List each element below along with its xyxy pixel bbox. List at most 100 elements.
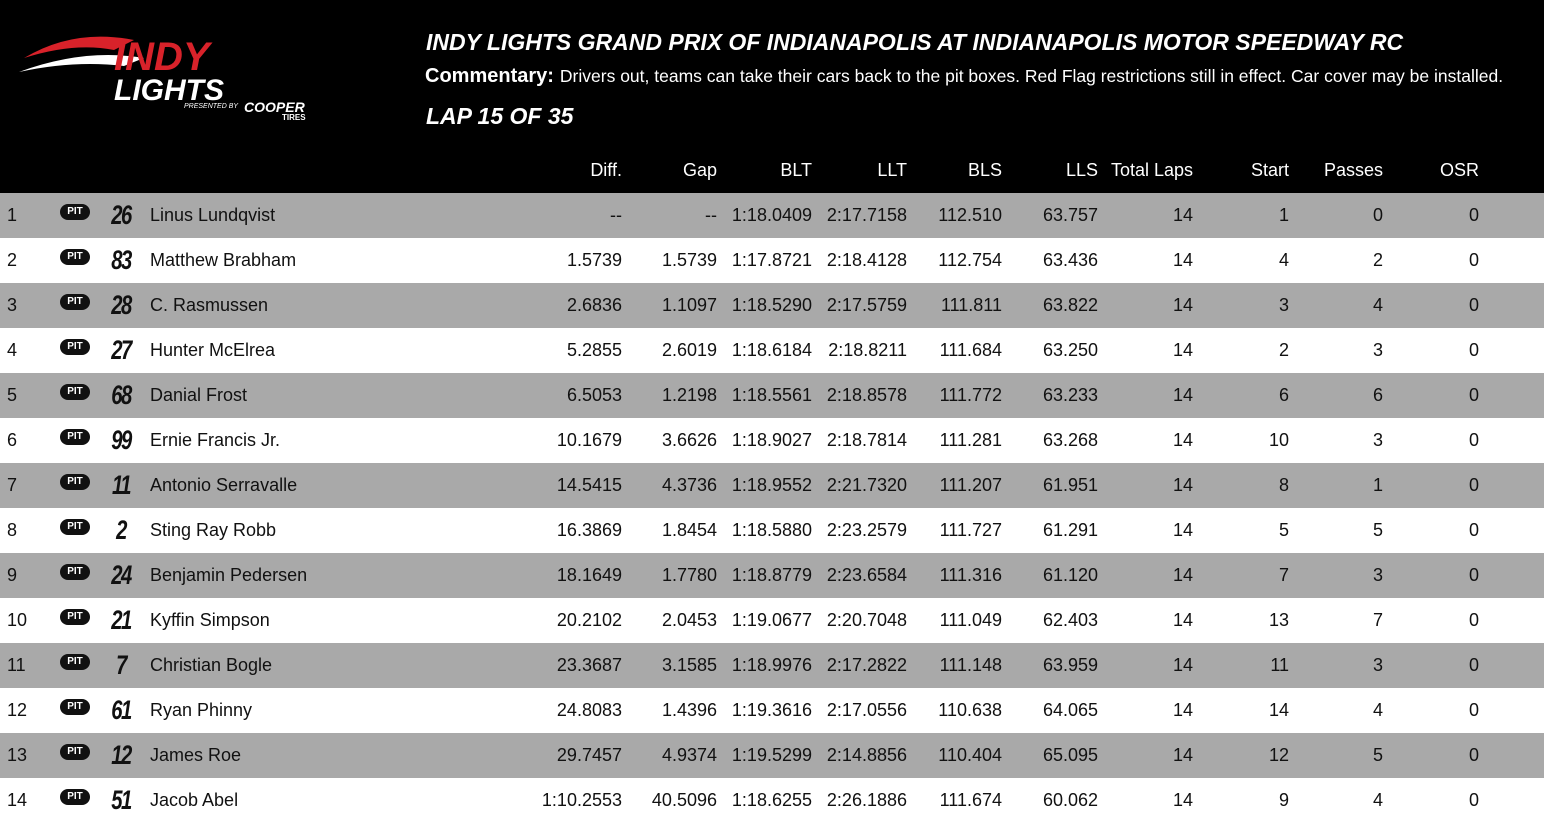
cell-value: 63.822 (1042, 295, 1098, 315)
lap-counter: LAP 15 OF 35 (426, 103, 574, 129)
table-row: 5 PIT 68 Danial Frost 6.5053 1.2198 1:18.5561 2… (0, 373, 1544, 418)
cell-value: 0 (1468, 610, 1479, 630)
car-number: 2 (116, 515, 127, 545)
car-number: 99 (111, 425, 132, 455)
cell-value: 14 (1172, 655, 1193, 675)
cell-value: 3 (1372, 565, 1383, 585)
cell-value: 23.3687 (556, 655, 622, 675)
cell-value: 112.754 (938, 250, 1002, 270)
cell-value: 2:18.8578 (826, 385, 907, 405)
cell-value: 111.148 (939, 655, 1002, 675)
cell-value: 1.5739 (566, 250, 622, 270)
cell-value: 63.436 (1042, 250, 1098, 270)
cell-value: 63.757 (1042, 205, 1098, 225)
cell-value: 65.095 (1042, 745, 1098, 765)
cell-value: 63.268 (1042, 430, 1098, 450)
cell-value: 63.250 (1042, 340, 1098, 360)
car-number: 51 (111, 785, 132, 815)
cell-value: 29.7457 (556, 745, 622, 765)
cell-value: 1:18.6255 (731, 790, 812, 810)
pit-badge: PIT (60, 654, 90, 670)
cell-value: 3 (1372, 430, 1383, 450)
cell-value: 13 (1268, 610, 1289, 630)
cell-value: 14 (1172, 610, 1193, 630)
cell-value: 0 (1468, 340, 1479, 360)
driver-name: Hunter McElrea (150, 340, 276, 360)
cell-value: 1.4396 (661, 700, 717, 720)
position: 2 (7, 250, 18, 270)
cell-value: 2:21.7320 (826, 475, 907, 495)
driver-name: C. Rasmussen (150, 295, 269, 315)
cell-value: 2:26.1886 (826, 790, 907, 810)
cell-value: 14 (1172, 205, 1193, 225)
cell-value: 0 (1468, 250, 1479, 270)
cell-value: 6 (1278, 385, 1289, 405)
cell-value: 6 (1372, 385, 1383, 405)
cell-value: 1:18.8779 (731, 565, 812, 585)
cell-value: 16.3869 (556, 520, 622, 540)
cell-value: 14 (1172, 295, 1193, 315)
driver-name: Sting Ray Robb (150, 520, 277, 540)
cell-value: 5.2855 (566, 340, 622, 360)
cell-value: 14 (1172, 790, 1193, 810)
car-number: 68 (111, 380, 132, 410)
commentary-text: Drivers out, teams can take their cars b… (559, 66, 1504, 86)
position: 3 (7, 295, 18, 315)
pit-badge: PIT (60, 789, 90, 805)
cell-value: 62.403 (1042, 610, 1098, 630)
position: 4 (7, 340, 18, 360)
column-header: LLS (1065, 160, 1098, 180)
logo-top: INDY (114, 35, 213, 79)
cell-value: 5 (1372, 520, 1383, 540)
cell-value: 61.951 (1042, 475, 1098, 495)
cell-value: 4 (1372, 700, 1383, 720)
pit-badge: PIT (60, 339, 90, 355)
driver-name: Matthew Brabham (150, 250, 297, 270)
cell-value: 4.9374 (661, 745, 717, 765)
cell-value: 2:18.7814 (826, 430, 907, 450)
cell-value: 2.6019 (661, 340, 717, 360)
logo-brand: COOPER (244, 99, 306, 115)
car-number: 24 (111, 560, 132, 590)
cell-value: 14 (1172, 745, 1193, 765)
cell-value: 2.0453 (661, 610, 717, 630)
cell-value: 4.3736 (661, 475, 717, 495)
cell-value: 10 (1268, 430, 1289, 450)
cell-value: 2.6836 (566, 295, 622, 315)
cell-value: 1:10.2553 (541, 790, 622, 810)
cell-value: 2:17.2822 (826, 655, 907, 675)
cell-value: 8 (1278, 475, 1289, 495)
cell-value: 1.5739 (661, 250, 717, 270)
position: 1 (7, 205, 18, 225)
cell-value: 1:18.5290 (731, 295, 812, 315)
cell-value: 64.065 (1042, 700, 1098, 720)
driver-name: Jacob Abel (150, 790, 239, 810)
cell-value: 3 (1372, 340, 1383, 360)
commentary-label: Commentary: (425, 65, 554, 87)
column-header: BLT (780, 160, 812, 180)
cell-value: 14 (1172, 475, 1193, 495)
cell-value: 111.316 (939, 565, 1002, 585)
logo-swoosh (19, 55, 144, 72)
cell-value: 14 (1172, 385, 1193, 405)
driver-name: Kyffin Simpson (150, 610, 270, 630)
cell-value: 4 (1372, 790, 1383, 810)
position: 8 (7, 520, 18, 540)
position: 14 (7, 790, 28, 810)
driver-name: Christian Bogle (150, 655, 273, 675)
table-row: 3 PIT 28 C. Rasmussen 2.6836 1.1097 1:18.5290 2… (0, 283, 1544, 328)
cell-value: 2 (1278, 340, 1289, 360)
column-header: Passes (1323, 160, 1383, 180)
cell-value: 111.772 (939, 385, 1002, 405)
table-row: 1 PIT 26 Linus Lundqvist -- -- 1:18.0409 2:17.7… (0, 193, 1544, 238)
cell-value: 63.959 (1042, 655, 1098, 675)
column-header: Diff. (590, 160, 622, 180)
cell-value: 111.674 (939, 790, 1002, 810)
car-number: 7 (116, 650, 127, 680)
cell-value: 1:18.6184 (731, 340, 812, 360)
cell-value: 111.727 (939, 520, 1002, 540)
cell-value: -- (705, 205, 717, 225)
cell-value: 9 (1278, 790, 1289, 810)
logo-presented: PRESENTED BY (184, 103, 239, 110)
